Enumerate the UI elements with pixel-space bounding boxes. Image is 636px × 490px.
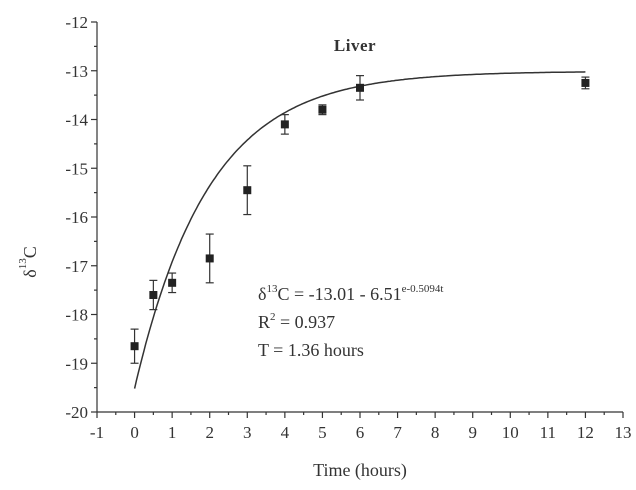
- data-point: [149, 291, 158, 299]
- y-tick-label: -15: [65, 159, 88, 178]
- x-tick-label: 0: [130, 423, 139, 442]
- y-axis-title-tail: C: [20, 246, 40, 258]
- data-point: [581, 78, 590, 87]
- data-point: [356, 83, 364, 92]
- fit-equation-mid: C = -13.01 - 6.51: [277, 284, 401, 304]
- x-tick-label: 7: [393, 423, 402, 442]
- x-tick-label: 6: [356, 423, 365, 442]
- fit-annotation: δ13C = -13.01 - 6.51e-0.5094t R2 = 0.937…: [258, 283, 444, 360]
- fit-equation: δ13C = -13.01 - 6.51e-0.5094t: [258, 283, 444, 304]
- x-tick-label: 12: [577, 423, 594, 442]
- y-tick-label: -14: [65, 111, 88, 130]
- y-tick-label: -19: [65, 354, 88, 373]
- y-axis-title: δ13C: [17, 246, 40, 278]
- chart-title: Liver: [334, 36, 376, 55]
- y-tick-label: -13: [65, 62, 88, 81]
- r-squared: R2 = 0.937: [258, 311, 335, 332]
- r-squared-sup: 2: [270, 311, 276, 323]
- x-tick-label: 11: [540, 423, 556, 442]
- x-tick-label: 5: [318, 423, 327, 442]
- y-tick-label: -20: [65, 403, 88, 422]
- x-tick-label: 9: [468, 423, 477, 442]
- y-axis-title-sup: 13: [17, 258, 29, 270]
- data-point: [130, 342, 139, 351]
- y-tick-label: -17: [65, 257, 88, 276]
- x-tick-label: 2: [205, 423, 214, 442]
- data-point: [318, 105, 327, 114]
- y-tick-label: -12: [65, 13, 88, 32]
- data-point: [205, 254, 214, 263]
- half-life: T = 1.36 hours: [258, 340, 364, 360]
- data-series: [130, 75, 590, 364]
- data-point: [243, 186, 252, 195]
- fit-equation-sup2: e-0.5094t: [402, 283, 444, 295]
- r-squared-main: R: [258, 312, 270, 332]
- y-axis-title-main: δ: [20, 269, 40, 277]
- r-squared-tail: = 0.937: [276, 312, 336, 332]
- x-ticks: -1 0 1 2 3 4 5 6 7 8 9 10 11 12 13: [90, 412, 632, 442]
- data-point: [280, 120, 289, 129]
- x-axis-title: Time (hours): [313, 460, 407, 481]
- data-point: [168, 278, 177, 287]
- x-tick-label: -1: [90, 423, 104, 442]
- y-tick-label: -18: [65, 306, 88, 325]
- fit-equation-delta: δ: [258, 284, 266, 304]
- x-tick-label: 13: [615, 423, 632, 442]
- x-tick-label: 10: [502, 423, 519, 442]
- x-tick-label: 4: [281, 423, 290, 442]
- x-tick-label: 3: [243, 423, 252, 442]
- y-ticks: -20 -19 -18 -17 -16 -15 -14 -13 -12: [65, 13, 97, 422]
- fit-equation-sup1: 13: [266, 283, 278, 295]
- y-tick-label: -16: [65, 208, 88, 227]
- x-tick-label: 1: [168, 423, 177, 442]
- x-tick-label: 8: [431, 423, 440, 442]
